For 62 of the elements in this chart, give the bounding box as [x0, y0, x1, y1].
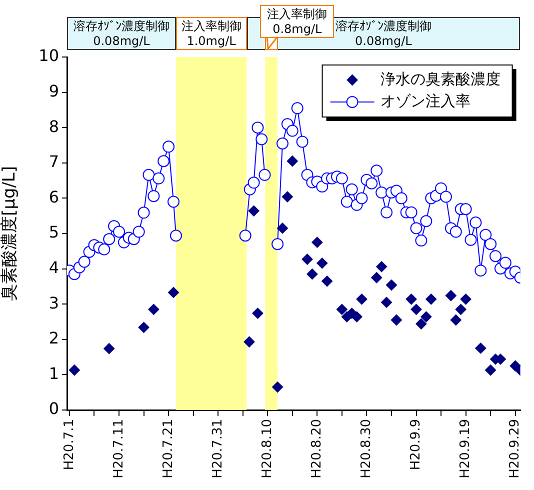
- band-label: 注入率制御 0.8mg/L: [261, 6, 334, 36]
- point: [138, 322, 150, 333]
- point: [416, 318, 427, 330]
- y-tick-label: 1: [48, 364, 59, 383]
- point: [276, 222, 288, 234]
- point: [376, 261, 388, 272]
- point: [460, 294, 472, 305]
- band-label: 注入率制御 1.0mg/L: [176, 18, 246, 48]
- x-tick-label: H20.9.9: [408, 419, 424, 470]
- x-tick-label: H20.9.29: [508, 419, 523, 478]
- y-tick-label: 2: [48, 328, 59, 348]
- point: [390, 314, 402, 326]
- y-tick-label: 8: [48, 116, 59, 136]
- point: [445, 290, 456, 302]
- text: 溶存ｵｿﾞﾝ濃度制御 0.08mg/L: [335, 18, 432, 48]
- point: [272, 382, 284, 393]
- point: [148, 304, 160, 315]
- point: [386, 280, 397, 291]
- y-tick-label: 0: [48, 399, 59, 418]
- point: [68, 364, 80, 376]
- point: [406, 294, 417, 305]
- x-tick-label: H20.8.20: [310, 419, 325, 478]
- y-axis-title: 臭素酸濃度[μg/L]: [0, 166, 20, 302]
- point: [252, 308, 264, 319]
- y-tick-label: 4: [48, 258, 59, 277]
- point: [282, 191, 293, 202]
- y-tick-label: 5: [48, 222, 59, 242]
- text: 溶存ｵｿﾞﾝ濃度制御 0.08mg/L: [68, 18, 175, 48]
- x-tick-label: H20.7.11: [111, 419, 126, 478]
- point: [312, 236, 323, 248]
- point: [286, 156, 298, 167]
- point: [426, 294, 437, 305]
- x-tick-label: H20.7.1: [62, 419, 77, 470]
- point: [455, 304, 466, 315]
- point: [381, 296, 392, 308]
- x-tick-label: H20.7.31: [210, 419, 226, 478]
- point: [475, 342, 486, 354]
- point: [485, 364, 496, 376]
- point: [316, 258, 328, 269]
- point: [450, 314, 462, 326]
- x-tick-label: H20.8.10: [260, 419, 276, 478]
- point: [302, 254, 313, 265]
- legend-label: オゾン注入率: [380, 92, 470, 110]
- point: [371, 272, 382, 284]
- point: [336, 304, 348, 315]
- y-tick-label: 9: [48, 81, 59, 100]
- legend-label: 浄水の臭素酸濃度: [380, 70, 500, 88]
- y-tick-label: 7: [48, 152, 59, 172]
- y-tick-label: 6: [48, 187, 59, 206]
- x-tick-label: H20.9.19: [458, 419, 474, 478]
- y-tick-label: 3: [48, 293, 59, 312]
- point: [306, 268, 318, 280]
- point: [104, 343, 115, 354]
- point: [351, 311, 362, 322]
- point: [420, 311, 432, 322]
- point: [168, 286, 180, 298]
- y-tick-label: 10: [38, 46, 59, 66]
- point: [322, 276, 333, 287]
- x-tick-label: H20.7.21: [160, 419, 176, 478]
- point: [410, 304, 422, 315]
- x-tick-label: H20.8.30: [359, 419, 374, 478]
- point: [356, 294, 368, 305]
